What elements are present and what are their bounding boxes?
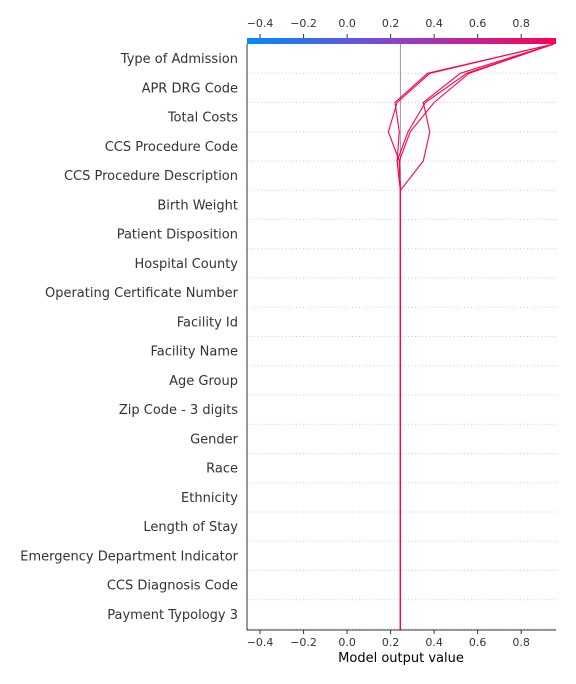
feature-label: Total Costs [167, 111, 238, 126]
x-tick-label: 0.4 [425, 636, 443, 649]
feature-label: CCS Procedure Description [64, 169, 238, 184]
feature-label: Birth Weight [157, 198, 238, 213]
feature-label: Age Group [169, 374, 238, 389]
x-tick-label: 0.6 [469, 636, 487, 649]
feature-label: Hospital County [135, 257, 239, 272]
x-axis-title: Model output value [338, 651, 464, 666]
feature-label: Ethnicity [181, 491, 238, 506]
colorbar-tick-label: −0.4 [247, 17, 274, 30]
feature-label: Facility Id [177, 315, 238, 330]
feature-label: Gender [190, 432, 239, 447]
x-tick-label: 0.2 [382, 636, 400, 649]
feature-label: Zip Code - 3 digits [119, 403, 238, 418]
feature-label: Payment Typology 3 [107, 608, 238, 623]
colorbar-tick-label: −0.2 [290, 17, 317, 30]
decision-line [396, 43, 554, 629]
colorbar-tick-label: 0.6 [469, 17, 487, 30]
colorbar-tick-label: 0.2 [382, 17, 400, 30]
feature-label: CCS Diagnosis Code [107, 579, 238, 594]
x-tick-label: 0.8 [512, 636, 530, 649]
x-tick-label: −0.4 [247, 636, 274, 649]
feature-label: Race [206, 462, 238, 477]
x-axis: −0.4 −0.2 0.0 0.2 0.4 0.6 0.8 [246, 44, 556, 649]
feature-label: CCS Procedure Code [105, 140, 238, 155]
feature-label: APR DRG Code [142, 81, 238, 96]
colorbar-tick-label: 0.0 [338, 17, 356, 30]
feature-label: Length of Stay [143, 520, 238, 535]
decision-lines [387, 43, 554, 630]
feature-labels: Type of Admission APR DRG Code Total Costs… [20, 52, 238, 623]
feature-label: Patient Disposition [117, 228, 238, 243]
x-tick-label: 0.0 [338, 636, 356, 649]
colorbar: −0.4 −0.2 0.0 0.2 0.4 0.6 0.8 [247, 17, 556, 44]
colorbar-tick-label: 0.8 [512, 17, 530, 30]
grid-lines [247, 72, 556, 630]
colorbar-tick-label: 0.4 [425, 17, 443, 30]
colorbar-gradient [247, 38, 556, 44]
x-tick-label: −0.2 [290, 636, 317, 649]
feature-label: Type of Admission [120, 52, 238, 67]
feature-label: Emergency Department Indicator [20, 549, 238, 564]
feature-label: Operating Certificate Number [45, 286, 239, 301]
feature-label: Facility Name [150, 345, 238, 360]
